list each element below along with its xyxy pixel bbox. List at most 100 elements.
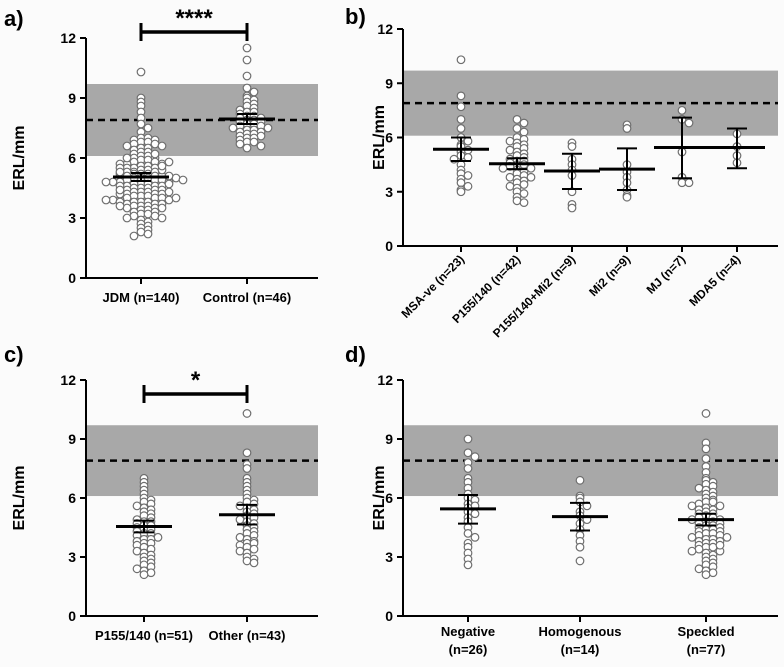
data-point bbox=[526, 163, 536, 173]
data-point bbox=[505, 181, 515, 191]
data-point bbox=[242, 43, 252, 53]
data-point bbox=[143, 123, 153, 133]
data-point bbox=[456, 124, 466, 133]
data-point bbox=[463, 529, 473, 538]
data-point bbox=[242, 464, 252, 473]
y-tick-label: 6 bbox=[68, 490, 76, 506]
data-point bbox=[567, 142, 577, 151]
data-point bbox=[115, 167, 125, 177]
data-point bbox=[122, 153, 132, 163]
data-point bbox=[505, 145, 515, 155]
category-label: MDA5 (n=4) bbox=[686, 252, 743, 309]
data-point bbox=[139, 570, 149, 580]
data-point bbox=[498, 163, 508, 173]
data-point bbox=[249, 137, 259, 147]
data-point bbox=[456, 102, 466, 112]
data-point bbox=[684, 118, 694, 128]
data-point bbox=[470, 509, 480, 519]
category-label: Mi2 (n=9) bbox=[586, 252, 633, 299]
category-label: Negative bbox=[441, 624, 495, 639]
data-point bbox=[519, 180, 529, 189]
y-tick-label: 12 bbox=[60, 30, 76, 46]
significance-label: * bbox=[191, 367, 201, 394]
data-point bbox=[701, 409, 711, 418]
data-point bbox=[242, 143, 252, 153]
y-axis-label: ERL/mm bbox=[11, 466, 28, 531]
data-point bbox=[157, 161, 167, 171]
data-point bbox=[519, 189, 529, 198]
significance-label: **** bbox=[175, 5, 213, 32]
data-point bbox=[470, 532, 480, 542]
data-point bbox=[512, 115, 522, 124]
data-point bbox=[575, 475, 585, 485]
data-point bbox=[164, 157, 174, 167]
data-point bbox=[249, 558, 259, 568]
data-point bbox=[722, 532, 732, 542]
data-point bbox=[242, 409, 252, 418]
data-point bbox=[242, 71, 252, 81]
data-point bbox=[456, 187, 466, 197]
data-point bbox=[136, 119, 146, 129]
data-point bbox=[157, 203, 167, 213]
data-point bbox=[164, 179, 174, 189]
data-point bbox=[684, 178, 694, 188]
panel-label: d) bbox=[345, 342, 366, 367]
data-point bbox=[463, 171, 473, 180]
category-sublabel: (n=77) bbox=[687, 642, 726, 657]
data-point bbox=[701, 444, 711, 454]
y-tick-label: 9 bbox=[68, 90, 76, 106]
data-point bbox=[708, 497, 718, 507]
data-point bbox=[122, 141, 132, 151]
data-point bbox=[456, 55, 466, 65]
data-point bbox=[687, 501, 697, 511]
data-point bbox=[519, 118, 529, 128]
data-point bbox=[115, 185, 125, 195]
data-point bbox=[701, 454, 711, 464]
data-point bbox=[519, 127, 529, 137]
panel-a: a) 0 3 6 9 12 ERL/mm JDM (n=140) Control (n=46) *… bbox=[4, 5, 318, 305]
data-point bbox=[715, 540, 725, 550]
y-axis-label: ERL/mm bbox=[11, 126, 28, 191]
data-point bbox=[249, 544, 259, 554]
y-tick-label: 6 bbox=[385, 490, 393, 506]
data-point bbox=[456, 91, 466, 101]
data-point bbox=[505, 172, 515, 182]
data-point bbox=[136, 67, 146, 77]
data-point bbox=[456, 178, 466, 188]
data-point bbox=[701, 570, 711, 580]
data-point bbox=[463, 448, 473, 458]
data-point bbox=[463, 464, 473, 473]
category-sublabel: (n=14) bbox=[561, 642, 600, 657]
data-point bbox=[715, 501, 725, 511]
category-label: P155/140 (n=51) bbox=[95, 628, 193, 643]
data-point bbox=[129, 231, 139, 241]
y-tick-label: 3 bbox=[68, 210, 76, 226]
data-point bbox=[505, 136, 515, 146]
data-point bbox=[622, 124, 632, 133]
data-point bbox=[122, 213, 132, 223]
panel-d: d) 0 3 6 9 12 ERL/mm Negative (n=26) Homogenous (n… bbox=[345, 342, 778, 657]
data-point bbox=[526, 172, 536, 182]
data-point bbox=[178, 175, 188, 185]
data-point bbox=[235, 139, 245, 149]
data-point bbox=[242, 55, 252, 65]
category-label: JDM (n=140) bbox=[103, 290, 180, 305]
data-point bbox=[171, 193, 181, 203]
data-point bbox=[470, 452, 480, 462]
panel-c: c) 0 3 6 9 12 ERL/mm P155/140 (n=51) Other (n=43… bbox=[4, 342, 318, 643]
data-point bbox=[677, 105, 687, 115]
data-point bbox=[575, 542, 585, 552]
y-tick-label: 9 bbox=[385, 75, 393, 91]
y-tick-label: 9 bbox=[68, 431, 76, 447]
data-point bbox=[567, 203, 577, 213]
data-point bbox=[150, 149, 160, 159]
data-point bbox=[256, 141, 266, 151]
data-point bbox=[512, 124, 522, 133]
category-label: Other (n=43) bbox=[209, 628, 286, 643]
y-tick-label: 6 bbox=[385, 130, 393, 146]
data-point bbox=[463, 434, 473, 444]
category-label: MJ (n=7) bbox=[644, 252, 689, 297]
data-point bbox=[242, 448, 252, 458]
